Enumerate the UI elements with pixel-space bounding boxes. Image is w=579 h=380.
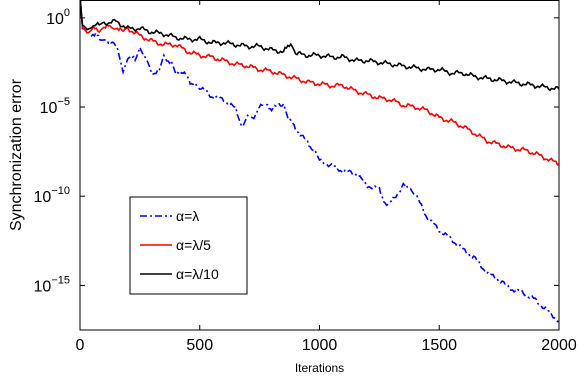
- series-line-3: [80, 0, 559, 92]
- y-axis-ticks: 100 10−5 10−10 10−15: [34, 7, 559, 295]
- legend-label-1: α=λ: [176, 208, 199, 224]
- y-tick-label: 10−10: [34, 185, 70, 206]
- x-tick-label: 0: [76, 337, 85, 354]
- x-axis-label: Iterations: [295, 361, 344, 375]
- x-tick-label: 1500: [421, 337, 457, 354]
- x-tick-label: 2000: [541, 337, 577, 354]
- series-layer: [80, 0, 559, 323]
- legend-label-2: α=λ/5: [176, 237, 211, 253]
- y-axis-label: Synchronization error: [8, 78, 25, 231]
- legend: α=λ α=λ/5 α=λ/10: [129, 196, 248, 295]
- y-tick-label: 100: [46, 7, 70, 28]
- x-axis-ticks: 0 500 1000 1500 2000: [76, 0, 577, 354]
- x-tick-label: 1000: [302, 337, 338, 354]
- y-tick-label: 10−15: [34, 274, 70, 295]
- y-tick-label: 10−5: [40, 96, 70, 117]
- x-tick-label: 500: [186, 337, 213, 354]
- legend-label-3: α=λ/10: [176, 266, 219, 282]
- series-line-2: [80, 0, 559, 166]
